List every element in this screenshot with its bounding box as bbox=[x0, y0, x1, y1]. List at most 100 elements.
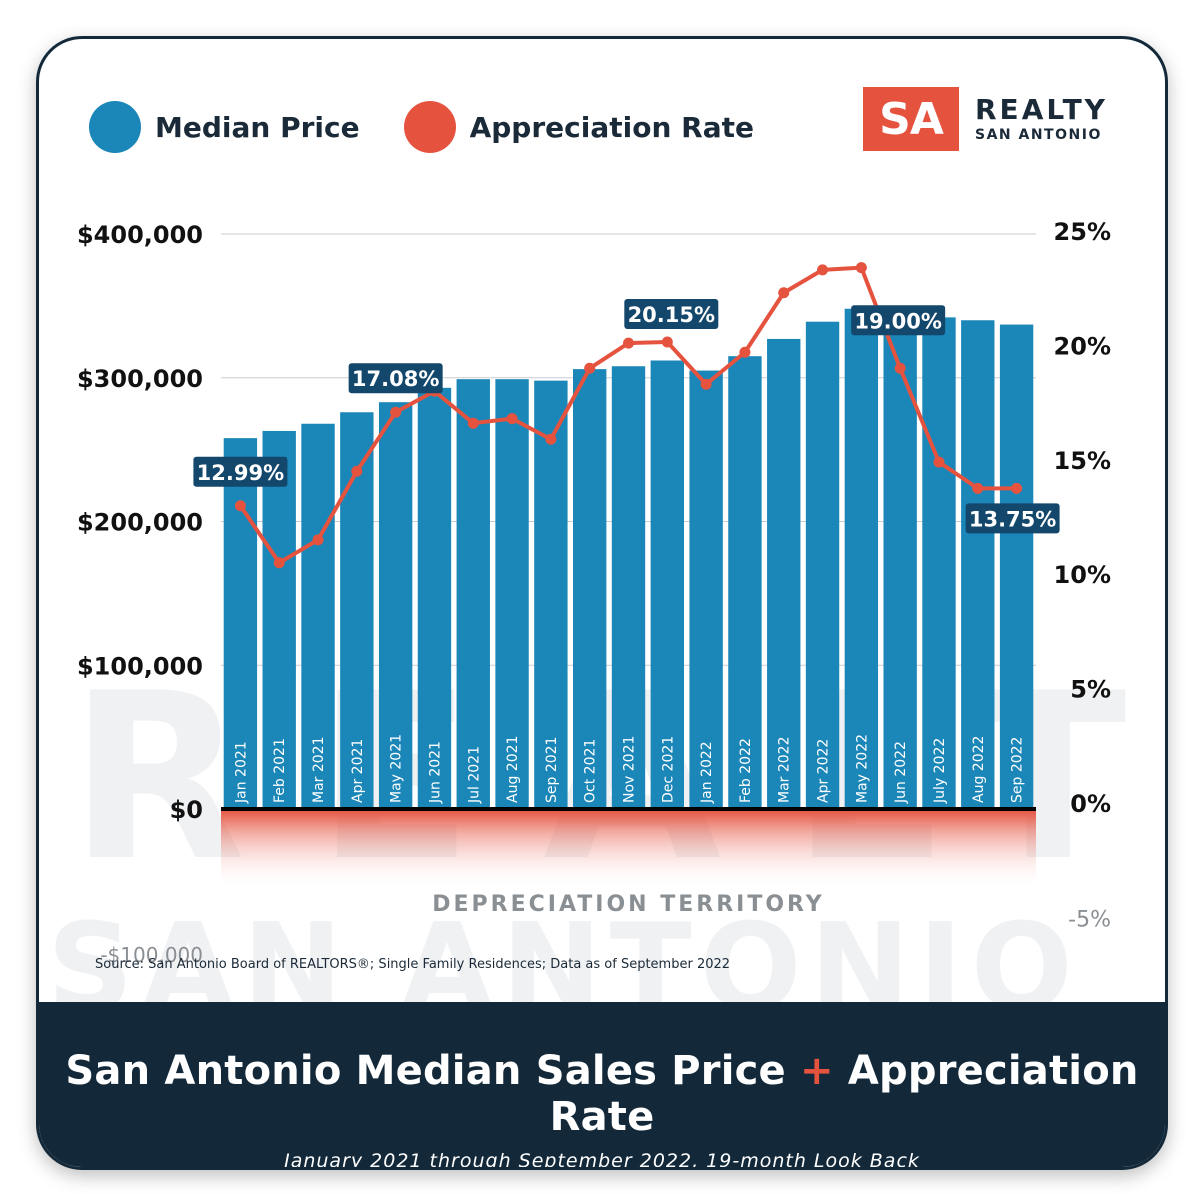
bar-12 bbox=[689, 370, 723, 809]
depreciation-zone bbox=[221, 809, 1036, 889]
bar-1 bbox=[262, 430, 296, 809]
right-axis-tick-6: -5% bbox=[1068, 907, 1111, 932]
bar-20 bbox=[999, 324, 1034, 809]
appreciation-point-20 bbox=[1011, 482, 1023, 494]
category-label-20: Sep 2022 bbox=[1010, 737, 1026, 803]
appreciation-point-1 bbox=[273, 557, 285, 569]
callout-label-2: 20.15% bbox=[628, 303, 715, 327]
category-label-19: Aug 2022 bbox=[971, 736, 987, 803]
category-label-14: Mar 2022 bbox=[777, 737, 793, 804]
left-axis-tick-1: $300,000 bbox=[77, 365, 203, 393]
bar-14 bbox=[767, 338, 801, 809]
bar-layer: Jan 2021 Feb 2021 Mar 2021 Apr 2021 May 2021… bbox=[223, 308, 1034, 809]
bar-5 bbox=[417, 387, 452, 809]
category-label-9: Oct 2021 bbox=[583, 739, 599, 803]
category-label-8: Sep 2021 bbox=[544, 737, 560, 803]
appreciation-point-8 bbox=[545, 433, 557, 445]
category-label-3: Apr 2021 bbox=[350, 739, 366, 803]
axis-layer: $400,000 $300,000 $200,000 $100,000 $0 -$100,… bbox=[77, 218, 1111, 967]
category-label-4: May 2021 bbox=[389, 734, 405, 803]
category-label-12: Jan 2022 bbox=[699, 741, 715, 804]
category-label-18: July 2022 bbox=[932, 738, 948, 804]
category-label-1: Feb 2021 bbox=[272, 738, 288, 803]
infographic-card: REALTY SAN ANTONIO Median Price Apprecia… bbox=[36, 36, 1168, 1170]
appreciation-point-15 bbox=[817, 264, 829, 276]
appreciation-point-12 bbox=[700, 378, 712, 390]
brand-logo: SA REALTY SAN ANTONIO bbox=[863, 87, 1108, 151]
category-label-7: Aug 2021 bbox=[505, 736, 521, 803]
right-axis-tick-3: 10% bbox=[1054, 561, 1111, 589]
callout-label-4: 13.75% bbox=[969, 507, 1056, 531]
appreciation-point-13 bbox=[739, 346, 751, 358]
source-note: Source: San Antonio Board of REALTORS®; … bbox=[95, 957, 731, 972]
appreciation-point-6 bbox=[467, 417, 479, 429]
category-label-5: Jun 2021 bbox=[427, 741, 443, 804]
callout-box-3 bbox=[851, 305, 946, 336]
footer-banner: San Antonio Median Sales Price + Appreci… bbox=[39, 1002, 1165, 1170]
bar-4 bbox=[378, 402, 413, 809]
callout-layer: 12.99% 17.08% 20.15% 19.00% 13.75% bbox=[193, 298, 1060, 534]
appreciation-point-2 bbox=[312, 534, 324, 546]
footer-title: San Antonio Median Sales Price + Appreci… bbox=[39, 1048, 1165, 1140]
bar-11 bbox=[650, 360, 684, 809]
left-axis-tick-3: $100,000 bbox=[77, 652, 203, 680]
logo-line-san-antonio: SAN ANTONIO bbox=[975, 127, 1102, 143]
left-axis-tick-0: $400,000 bbox=[77, 221, 203, 249]
callout-box-1 bbox=[348, 363, 443, 394]
legend-label-appreciation-rate: Appreciation Rate bbox=[469, 110, 754, 144]
legend-label-median-price: Median Price bbox=[155, 110, 360, 144]
bar-9 bbox=[573, 369, 607, 809]
right-axis-tick-5: 0% bbox=[1070, 790, 1111, 818]
depreciation-territory-label: DEPRECIATION TERRITORY bbox=[432, 892, 824, 917]
bar-3 bbox=[340, 412, 374, 809]
bar-19 bbox=[961, 320, 995, 809]
legend-dot-median-price bbox=[89, 101, 141, 153]
callout-box-4 bbox=[965, 503, 1060, 534]
chart-legend: Median Price Appreciation Rate bbox=[89, 101, 798, 153]
footer-title-plus: + bbox=[800, 1048, 834, 1094]
right-axis-tick-0: 25% bbox=[1054, 218, 1111, 246]
callout-box-2 bbox=[624, 298, 719, 329]
callout-label-3: 19.00% bbox=[854, 309, 941, 333]
appreciation-point-18 bbox=[933, 456, 945, 468]
right-axis-tick-1: 20% bbox=[1054, 332, 1111, 360]
callout-label-0: 12.99% bbox=[197, 461, 284, 485]
right-axis-tick-2: 15% bbox=[1054, 447, 1111, 475]
bar-17 bbox=[883, 308, 917, 809]
appreciation-point-4 bbox=[390, 406, 402, 418]
footer-title-part2: Appreciation Rate bbox=[549, 1048, 1139, 1140]
appreciation-point-14 bbox=[778, 287, 790, 299]
category-label-0: Jan 2021 bbox=[233, 741, 249, 804]
bar-8 bbox=[534, 380, 568, 809]
bar-0 bbox=[223, 438, 258, 809]
bar-6 bbox=[456, 379, 490, 809]
callout-box-0 bbox=[193, 456, 288, 487]
appreciation-point-10 bbox=[623, 337, 634, 349]
left-axis-tick-4: $0 bbox=[170, 796, 203, 824]
appreciation-point-11 bbox=[661, 336, 673, 348]
bar-16 bbox=[844, 308, 879, 809]
appreciation-point-19 bbox=[972, 482, 984, 494]
category-label-2: Mar 2021 bbox=[311, 737, 327, 804]
appreciation-point-9 bbox=[584, 362, 596, 374]
category-label-11: Dec 2021 bbox=[660, 736, 676, 803]
appreciation-point-7 bbox=[506, 413, 518, 425]
bar-18 bbox=[922, 317, 956, 809]
legend-dot-appreciation-rate bbox=[403, 101, 456, 153]
category-label-15: Apr 2022 bbox=[816, 739, 832, 803]
bar-2 bbox=[301, 423, 335, 809]
appreciation-point-0 bbox=[234, 500, 246, 512]
logo-line-realty: REALTY bbox=[975, 93, 1108, 126]
category-label-17: Jun 2022 bbox=[893, 741, 909, 804]
callout-label-1: 17.08% bbox=[352, 367, 439, 391]
combo-chart: Jan 2021 Feb 2021 Mar 2021 Apr 2021 May 2021… bbox=[77, 218, 1111, 967]
appreciation-point-17 bbox=[894, 362, 906, 374]
bar-10 bbox=[611, 366, 646, 809]
category-label-6: Jul 2021 bbox=[466, 746, 482, 804]
footer-title-part1: San Antonio Median Sales Price bbox=[65, 1048, 786, 1094]
left-axis-tick-2: $200,000 bbox=[77, 509, 203, 537]
footer-subtitle: January 2021 through September 2022, 19-… bbox=[284, 1150, 920, 1170]
appreciation-point-16 bbox=[855, 262, 867, 274]
left-axis-tick-5: -$100,000 bbox=[100, 943, 203, 967]
logo-mark: SA bbox=[863, 87, 959, 151]
